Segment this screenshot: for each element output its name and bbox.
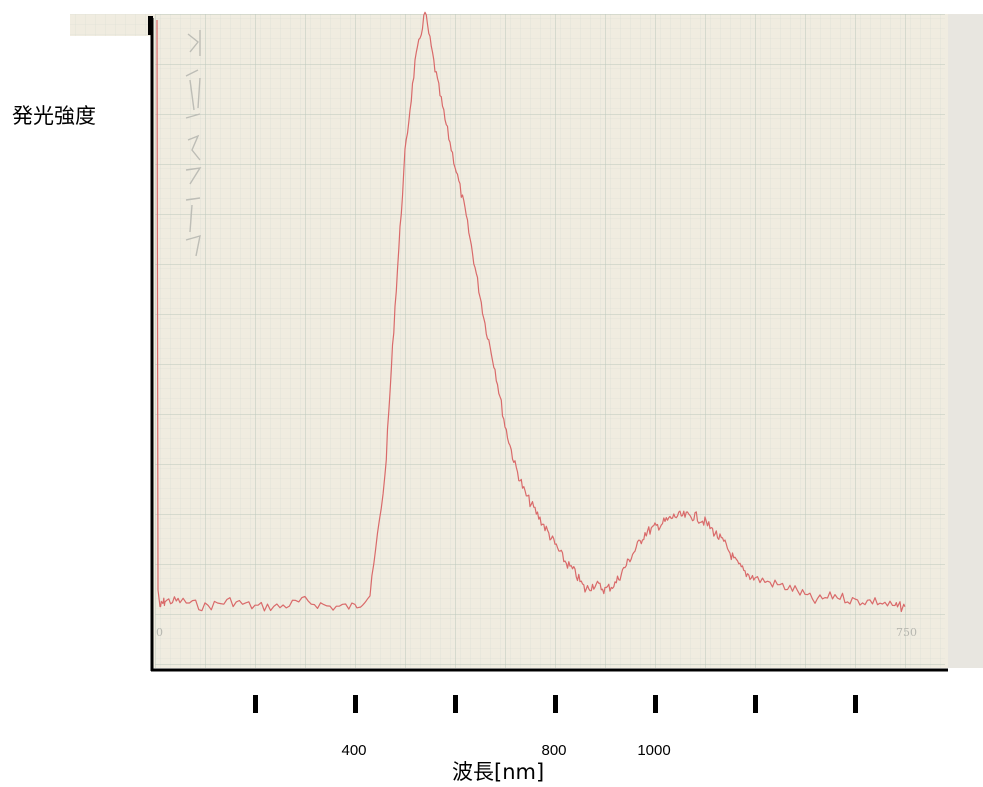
- paper-origin-mark: 0: [156, 626, 163, 639]
- grid: [155, 14, 945, 668]
- y-axis-label: 発光強度: [12, 104, 96, 128]
- paper-end-mark: 750: [896, 626, 917, 639]
- x-tick-mark: [453, 695, 458, 713]
- x-tick-label: 1000: [637, 742, 670, 759]
- paper-edge: [948, 14, 983, 668]
- x-tick-mark: [853, 695, 858, 713]
- x-tick-mark: [753, 695, 758, 713]
- x-tick-label: 800: [541, 742, 566, 759]
- x-tick-mark: [353, 695, 358, 713]
- x-axis-label: 波長[nm]: [452, 760, 545, 784]
- paper-scrap-grid: [70, 14, 152, 36]
- x-tick-label: 400: [341, 742, 366, 759]
- pencil-annotation: [185, 30, 202, 257]
- x-tick-marks: [253, 695, 858, 713]
- x-tick-mark: [553, 695, 558, 713]
- x-tick-mark: [253, 695, 258, 713]
- x-tick-mark: [653, 695, 658, 713]
- series-line-emission: [156, 11, 906, 613]
- x-tick-labels: 400 800 1000: [341, 742, 670, 759]
- y-axis-top-mark: [148, 16, 153, 35]
